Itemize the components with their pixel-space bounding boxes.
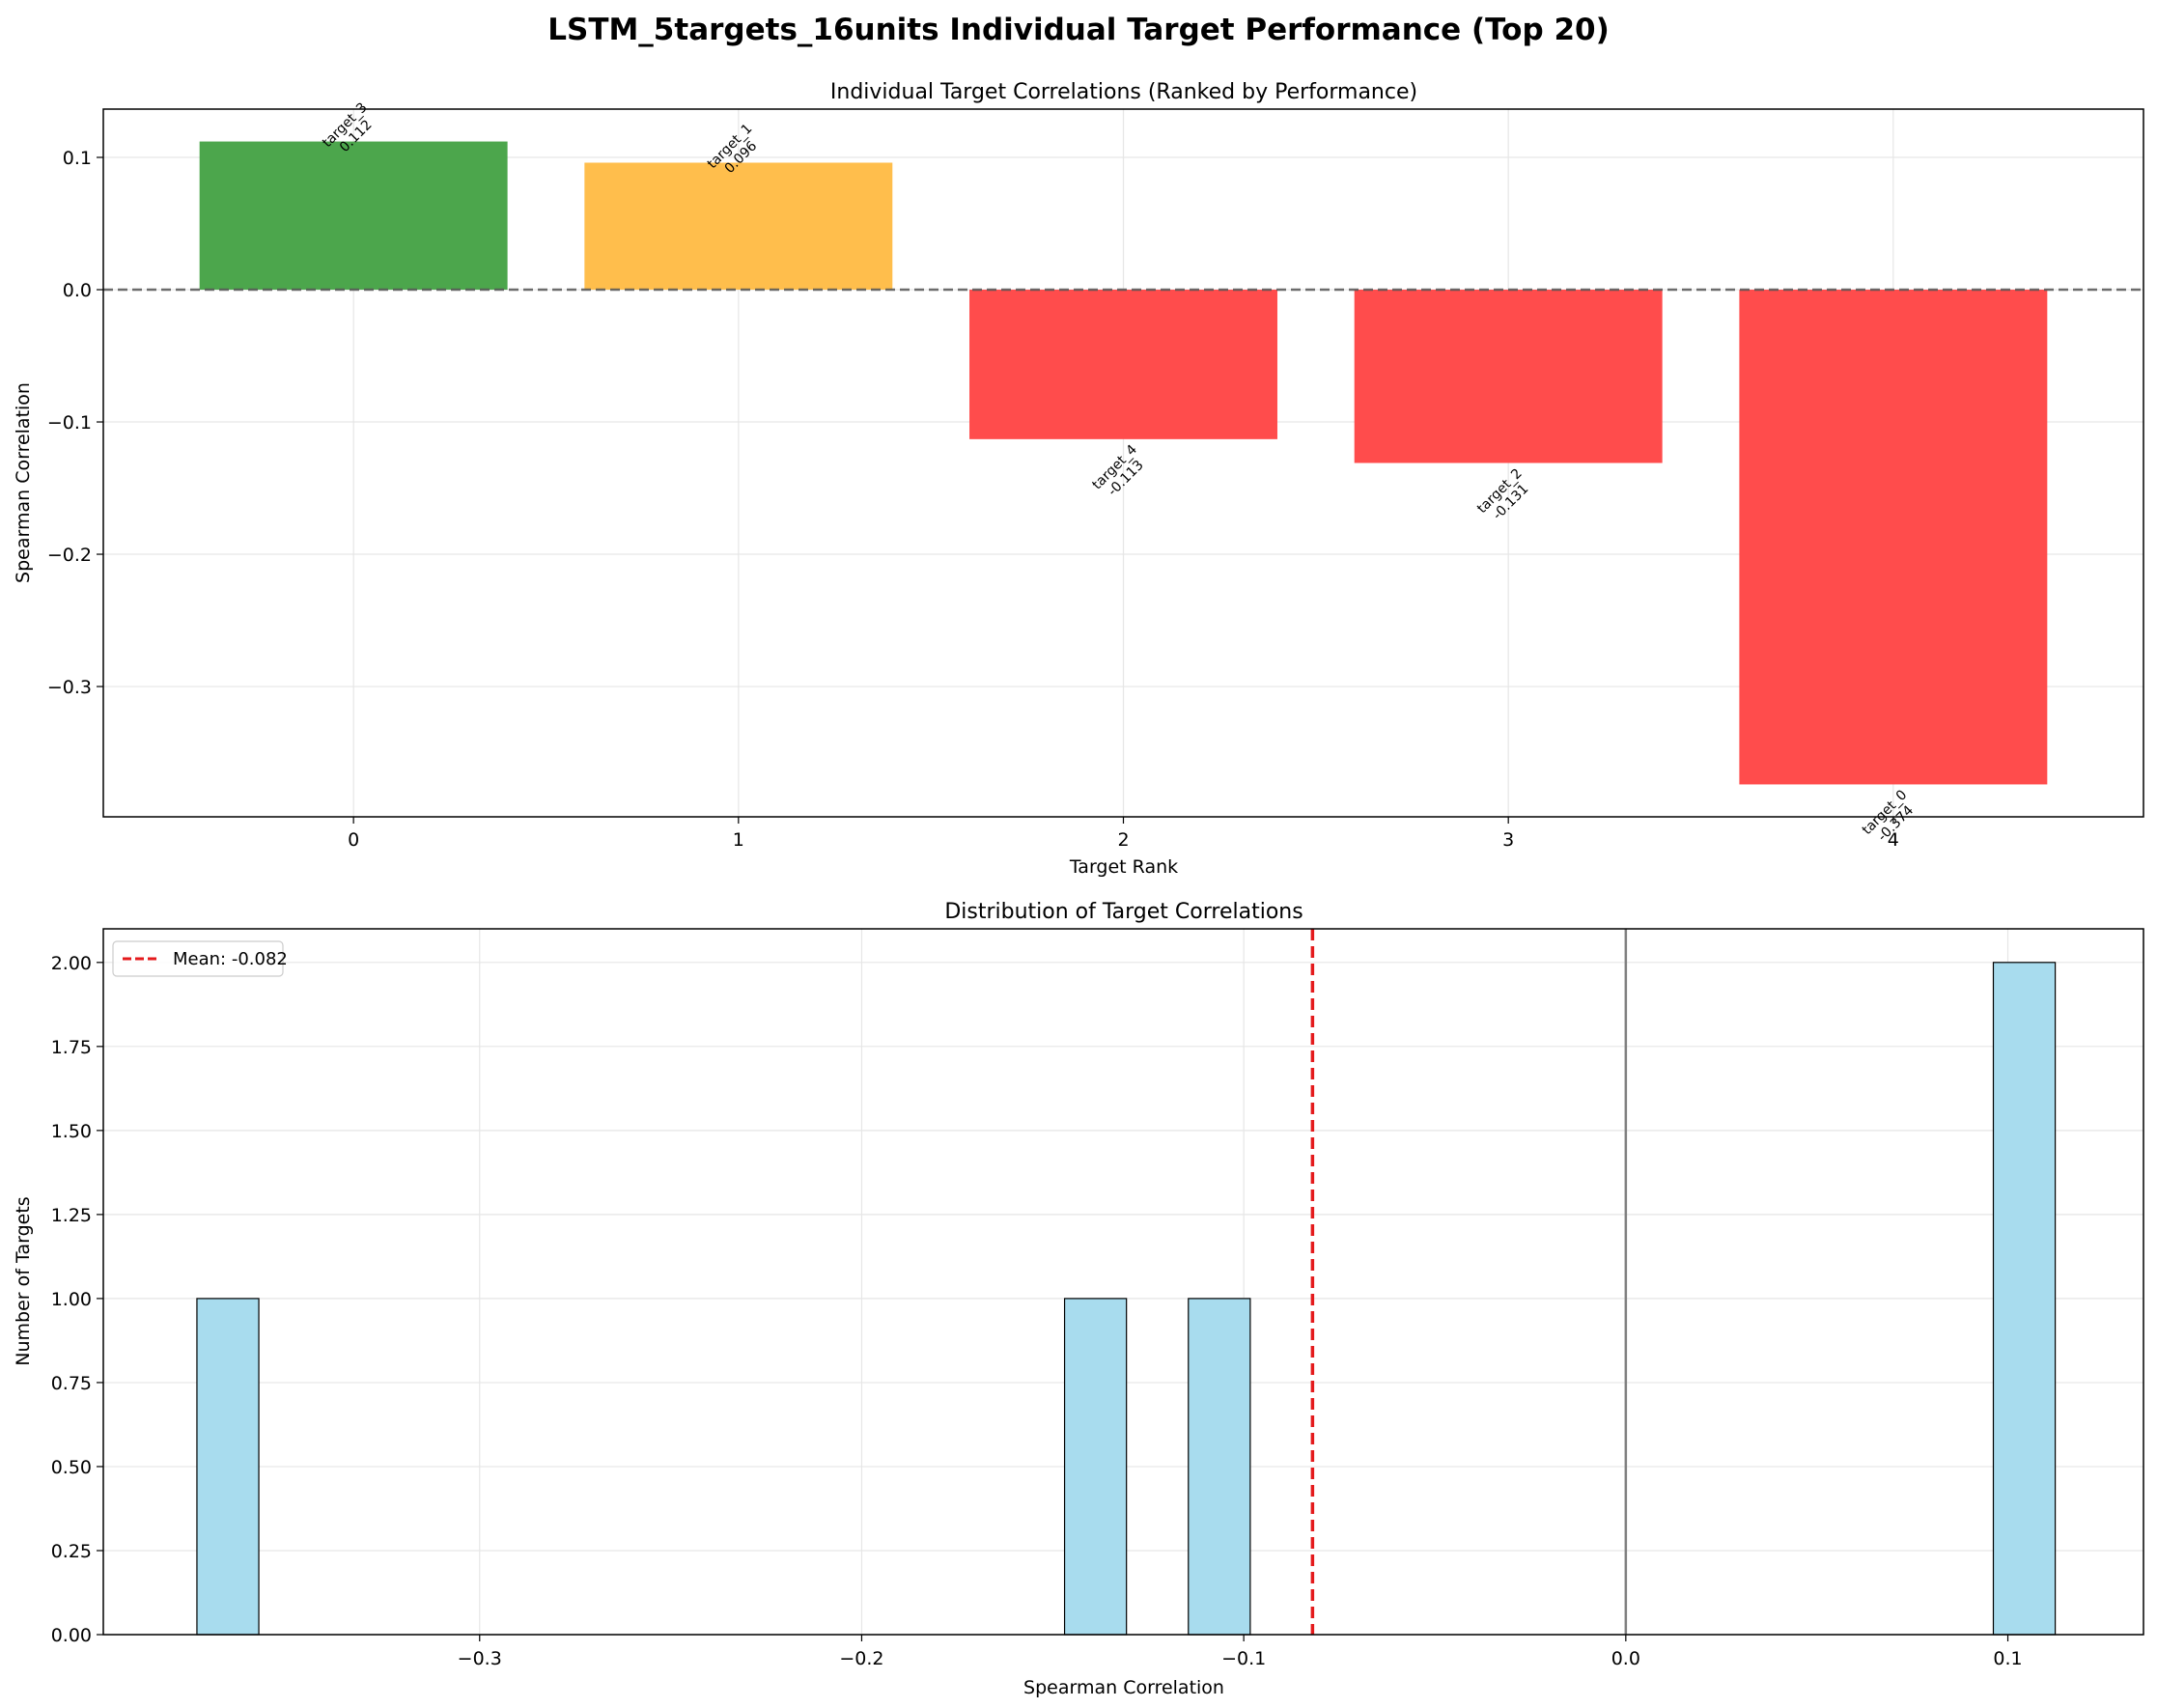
histogram-title: Distribution of Target Correlations [944,900,1303,924]
bar-target_4 [969,290,1277,439]
legend-mean-label: Mean: -0.082 [173,949,288,969]
histogram-ytick-label: 1.50 [51,1121,92,1142]
figure-title: LSTM_5targets_16units Individual Target … [547,13,1610,47]
bar-chart-ytick-label: 0.1 [63,148,92,169]
bar-chart-frame [102,108,2144,818]
histogram-xtick-label: −0.1 [1221,1648,1266,1669]
histogram-bin [196,1298,260,1636]
histogram-ytick-label: 1.00 [51,1289,92,1310]
bar-chart-ticks: 0.1 0.0 −0.1 −0.2 −0.3 0 1 2 3 4 [47,148,1899,851]
bar-chart-ytick-label: −0.3 [47,677,92,698]
histogram-ytick-label: 2.00 [51,953,92,974]
bar-chart-ytick-label: −0.1 [47,412,92,434]
bar-chart-ylabel: Spearman Correlation [13,382,34,583]
histogram-ytick-label: 0.25 [51,1541,92,1562]
bar-chart-panel: Individual Target Correlations (Ranked b… [13,80,2144,878]
histogram-xtick-label: 0.0 [1611,1648,1640,1669]
histogram-ytick-label: 1.75 [51,1037,92,1058]
bar-chart-xtick-label: 1 [733,829,744,851]
histogram-reference-lines [1310,929,1628,1635]
bar-target_1 [584,162,893,291]
bar-chart-xlabel: Target Rank [1069,856,1178,878]
bar-chart-bars [199,141,2048,785]
bar-chart-annotations: target_30.112 target_10.096target_4-0.113… [320,99,1917,844]
histogram-bars [196,962,2057,1636]
bar-chart-ytick-label: 0.0 [63,280,92,301]
bar-chart-ytick-label: −0.2 [47,545,92,566]
bar-target_2 [1354,290,1663,463]
bar-target_3 [199,141,508,291]
bar-chart-xtick-label: 2 [1117,829,1129,851]
histogram-ylabel: Number of Targets [13,1196,34,1365]
histogram-xtick-label: −0.3 [458,1648,502,1669]
histogram-panel: Distribution of Target Correlations Spea… [13,900,2144,1698]
bar-chart-title: Individual Target Correlations (Ranked b… [830,80,1417,104]
histogram-legend: Mean: -0.082 [112,940,288,977]
histogram-ytick-label: 0.50 [51,1457,92,1478]
histogram-ytick-label: 1.25 [51,1205,92,1226]
histogram-bin [1063,1298,1128,1636]
histogram-frame [102,928,2144,1636]
histogram-bin [1188,1298,1251,1636]
bar-chart-xtick-label: 4 [1888,829,1899,851]
histogram-xtick-label: −0.2 [839,1648,883,1669]
bar-annotation: target_4-0.113 [1089,442,1151,504]
bar-annotation: target_2-0.131 [1474,465,1536,527]
bar-target_0 [1739,290,2048,785]
histogram-ticks: 0.00 0.25 0.50 0.75 1.00 1.25 1.50 1.75 2.00 −0.3… [51,953,2023,1669]
histogram-bin [1992,962,2057,1636]
histogram-ytick-label: 0.00 [51,1625,92,1646]
histogram-xtick-label: 0.1 [1993,1648,2022,1669]
legend-box [112,940,284,977]
bar-chart-xtick-label: 3 [1502,829,1514,851]
histogram-xlabel: Spearman Correlation [1023,1677,1224,1698]
bar-chart-xtick-label: 0 [348,829,359,851]
histogram-ytick-label: 0.75 [51,1373,92,1394]
